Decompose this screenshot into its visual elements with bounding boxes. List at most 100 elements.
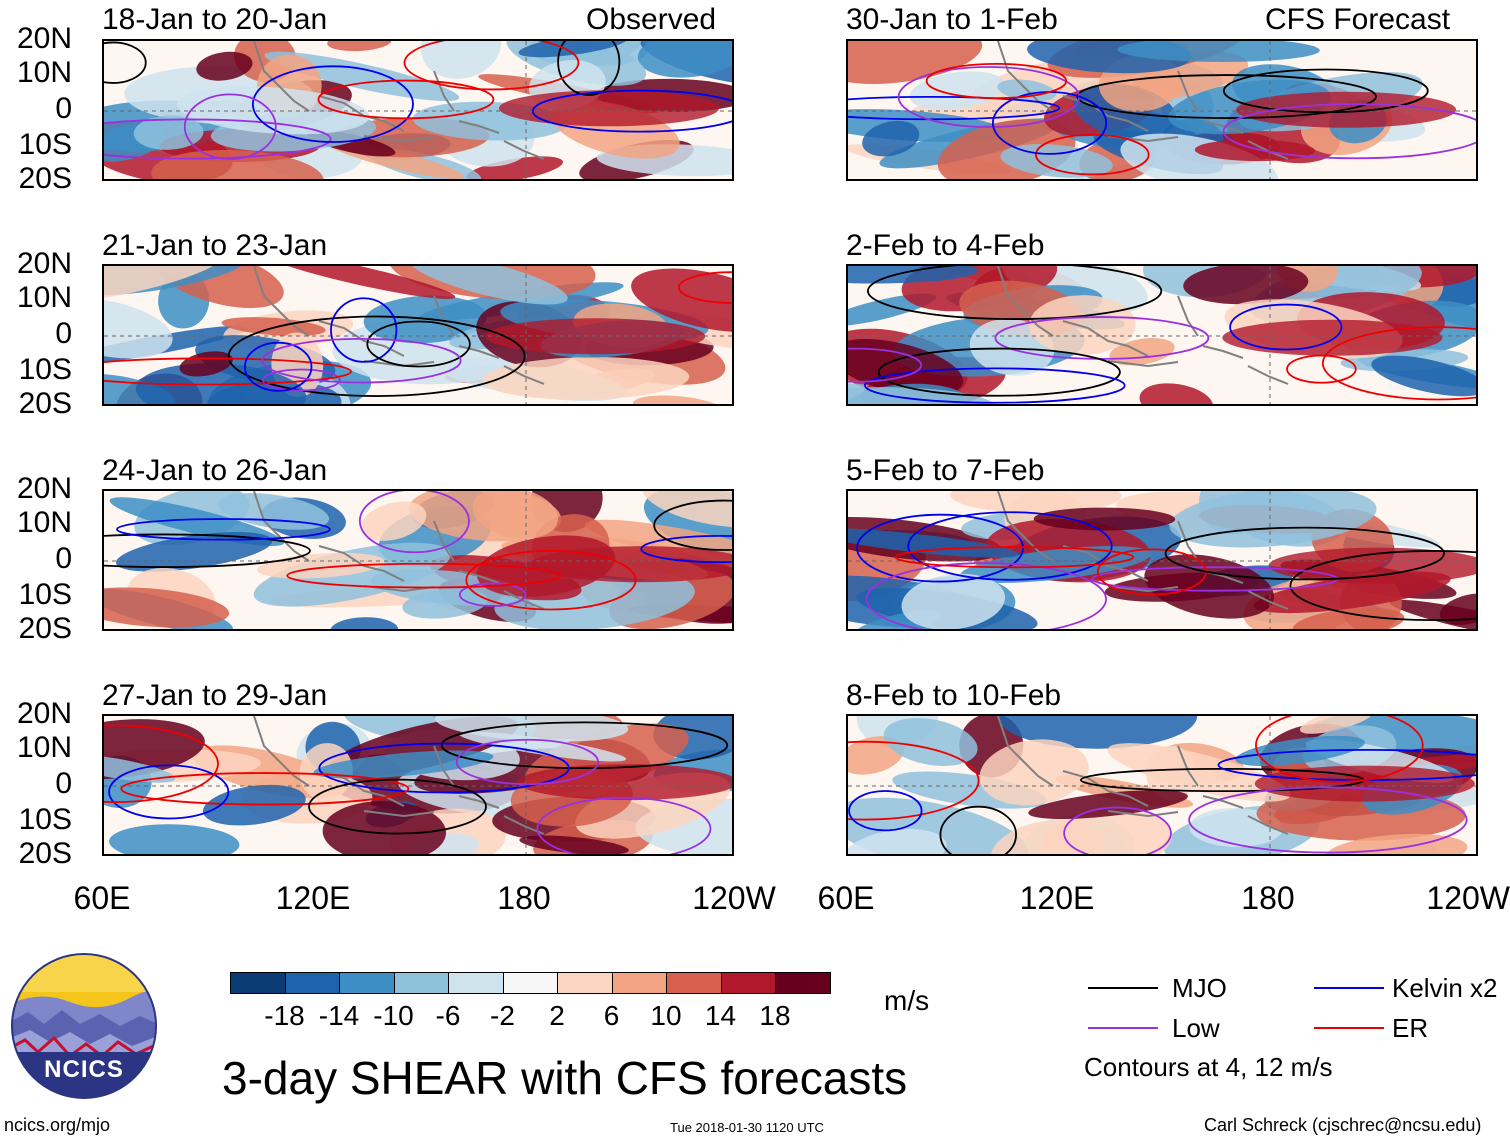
er-contour xyxy=(104,724,219,803)
panel-title-3: 21-Jan to 23-Jan xyxy=(102,229,328,262)
low-contour xyxy=(458,582,527,607)
shear-anomaly-blob xyxy=(848,266,979,284)
panel-tag-forecast: CFS Forecast xyxy=(1265,3,1451,36)
shear-anomaly-blob xyxy=(637,41,732,78)
lat-label: 10N xyxy=(16,731,72,764)
lat-label: 20S xyxy=(18,837,72,870)
shear-anomaly-blob xyxy=(1292,607,1405,629)
er-contour xyxy=(286,562,562,589)
er-contour xyxy=(120,772,410,806)
low-contour xyxy=(848,347,923,383)
mjo-contour xyxy=(366,320,471,368)
lat-label: 10N xyxy=(16,56,72,89)
legend-contour-note: Contours at 4, 12 m/s xyxy=(1084,1052,1333,1082)
panel-title-6: 5-Feb to 7-Feb xyxy=(846,454,1045,487)
colorbar-swatch xyxy=(666,972,722,994)
mjo-contour xyxy=(104,533,311,568)
kelvin-contour xyxy=(848,790,923,832)
coastline xyxy=(997,716,1289,835)
lon-label-right-60e: 60E xyxy=(817,880,875,916)
colorbar-label: 18 xyxy=(759,1000,791,1031)
shear-anomaly-blob xyxy=(848,387,996,404)
colorbar-swatch xyxy=(230,972,286,994)
kelvin-contour xyxy=(330,297,398,363)
colorbar-swatch xyxy=(502,972,558,994)
shear-anomaly-blob xyxy=(584,519,732,569)
low-contour xyxy=(865,562,1107,629)
lat-label: 20N xyxy=(16,697,72,730)
shear-anomaly-blob xyxy=(960,546,1152,583)
legend-label-er: ER xyxy=(1392,1013,1429,1043)
lat-label: 20S xyxy=(18,612,72,645)
panel-title-4: 2-Feb to 4-Feb xyxy=(846,229,1045,262)
low-contour xyxy=(455,738,600,786)
shear-anomaly-blob xyxy=(1268,547,1476,584)
lat-label: 10S xyxy=(18,353,72,386)
lat-label: 20S xyxy=(18,162,72,195)
shear-anomaly-blob xyxy=(848,293,937,327)
lat-label: 10N xyxy=(16,506,72,539)
kelvin-contour xyxy=(318,742,570,794)
lat-label: 20N xyxy=(16,247,72,280)
shear-anomaly-blob xyxy=(1299,716,1375,734)
shear-anomaly-blob xyxy=(848,736,904,775)
coastline xyxy=(997,491,1289,610)
shear-anomaly-blob xyxy=(1117,41,1320,62)
shear-anomaly-blob xyxy=(264,51,460,102)
mjo-contour xyxy=(867,266,1163,320)
low-contour xyxy=(536,796,712,854)
shear-anomaly-blob xyxy=(518,41,628,58)
shear-anomaly-blob xyxy=(1107,743,1291,802)
shear-anomaly-blob xyxy=(327,41,392,52)
lat-label: 10S xyxy=(18,803,72,836)
colorbar-label: -18 xyxy=(264,1000,305,1031)
colorbar-label: -14 xyxy=(318,1000,360,1031)
coastline xyxy=(997,41,1289,160)
logo-text: NCICS xyxy=(44,1056,124,1083)
shear-anomaly-blob xyxy=(848,41,983,84)
shear-anomaly-blob xyxy=(1028,295,1136,355)
legend-line-mjo xyxy=(1088,987,1158,989)
shear-anomaly-blob xyxy=(109,824,240,854)
kelvin-contour xyxy=(1229,303,1343,351)
shear-anomaly-blob xyxy=(519,835,629,854)
footer-credit: Carl Schreck (cjschrec@ncsu.edu) xyxy=(1204,1115,1482,1135)
shear-anomaly-blob xyxy=(253,542,451,607)
map-panel-4 xyxy=(846,264,1478,406)
shear-anomaly-blob xyxy=(458,731,627,762)
panel-title-1: 18-Jan to 20-Jan xyxy=(102,3,328,36)
shear-anomaly-blob xyxy=(196,51,253,81)
panel-title-5: 24-Jan to 26-Jan xyxy=(102,454,328,487)
lon-label-right-180: 180 xyxy=(1241,880,1295,916)
lon-label-left-60e: 60E xyxy=(73,880,131,916)
lat-label: 0 xyxy=(55,92,72,125)
shear-anomaly-blob xyxy=(466,156,563,179)
lat-label: 20N xyxy=(16,472,72,505)
shear-anomaly-blob xyxy=(330,617,399,629)
er-contour xyxy=(1255,716,1424,783)
low-contour xyxy=(104,118,332,160)
kelvin-contour xyxy=(864,367,1126,404)
mjo-contour xyxy=(557,41,621,96)
shear-anomaly-blob xyxy=(104,298,173,359)
shear-anomaly-blob xyxy=(104,719,205,780)
shear-anomaly-blob xyxy=(631,268,732,333)
low-contour xyxy=(261,337,462,384)
mjo-contour xyxy=(1289,550,1476,621)
shear-anomaly-blob xyxy=(641,491,732,528)
lat-label: 0 xyxy=(55,542,72,575)
ncics-logo: NCICS xyxy=(10,952,158,1100)
lon-label-left-120w: 120W xyxy=(692,880,776,916)
shear-anomaly-blob xyxy=(862,120,920,157)
legend-label-mjo: MJO xyxy=(1172,973,1227,1003)
shear-anomaly-blob xyxy=(360,501,427,541)
colorbar-swatch xyxy=(557,972,613,994)
shear-anomaly-blob xyxy=(909,71,1005,110)
kelvin-contour xyxy=(531,89,732,133)
mjo-contour xyxy=(308,778,487,835)
shear-anomaly-blob xyxy=(498,90,719,127)
colorbar-swatch xyxy=(393,972,449,994)
er-contour xyxy=(677,271,732,304)
shear-anomaly-blob xyxy=(1194,139,1315,162)
lat-label: 10N xyxy=(16,281,72,314)
